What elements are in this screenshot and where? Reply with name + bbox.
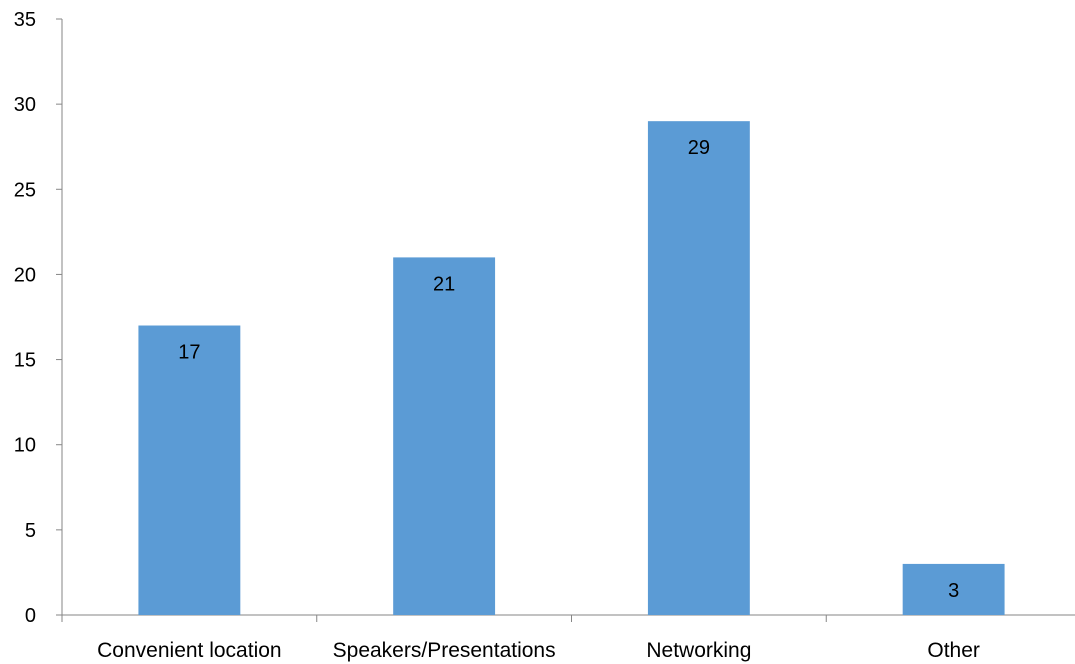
y-tick-label: 10 bbox=[14, 435, 36, 457]
bar bbox=[393, 257, 496, 615]
x-tick-label: Networking bbox=[646, 639, 751, 662]
bars bbox=[138, 121, 1005, 616]
data-label: 21 bbox=[433, 273, 455, 295]
data-label: 3 bbox=[948, 580, 959, 602]
data-label: 29 bbox=[688, 137, 710, 159]
y-tick-label: 15 bbox=[14, 350, 36, 372]
x-tick-label: Convenient location bbox=[97, 639, 281, 662]
y-tick-label: 25 bbox=[14, 179, 36, 201]
x-axis: Convenient location Speakers/Presentation… bbox=[56, 614, 1075, 662]
bar bbox=[647, 121, 750, 616]
bar bbox=[138, 325, 241, 615]
bar bbox=[902, 563, 1005, 615]
y-tick-label: 5 bbox=[25, 520, 36, 542]
x-tick-label: Other bbox=[927, 639, 980, 662]
data-labels: 17 21 29 3 bbox=[178, 137, 959, 602]
x-tick-label: Speakers/Presentations bbox=[333, 639, 556, 662]
y-tick-label: 20 bbox=[14, 264, 36, 286]
y-tick-label: 0 bbox=[25, 605, 36, 627]
y-tick-label: 30 bbox=[14, 94, 36, 116]
y-tick-label: 35 bbox=[14, 9, 36, 31]
data-label: 17 bbox=[178, 342, 200, 364]
y-axis: 0 5 10 15 20 25 30 35 bbox=[14, 9, 63, 627]
